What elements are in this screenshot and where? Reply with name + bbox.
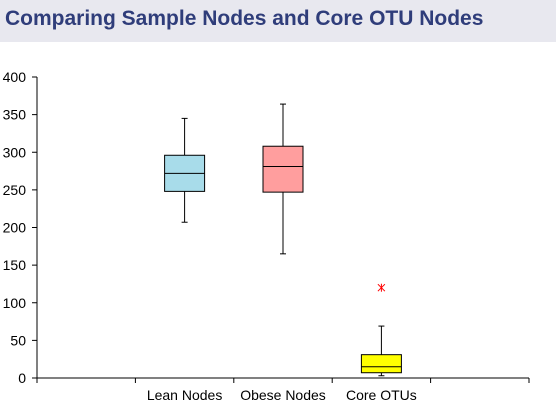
iqr-box bbox=[262, 145, 304, 193]
chart-title: Comparing Sample Nodes and Core OTU Node… bbox=[5, 7, 484, 30]
box-obese-nodes bbox=[262, 103, 304, 255]
y-tick-label: 350 bbox=[3, 107, 27, 123]
y-tick-label: 0 bbox=[18, 370, 26, 386]
title-bar bbox=[0, 0, 556, 42]
chart-marks bbox=[164, 103, 402, 377]
box-lean-nodes bbox=[164, 117, 206, 223]
outlier-point bbox=[377, 283, 386, 292]
y-tick-label: 250 bbox=[3, 182, 27, 198]
y-tick-label: 200 bbox=[3, 220, 27, 236]
y-tick-label: 100 bbox=[3, 295, 27, 311]
x-category-label: Lean Nodes bbox=[147, 387, 223, 403]
chart-axes: 0 50 100 150 200 250 300 350 400 Lean Nodes Obese … bbox=[3, 69, 530, 403]
y-tick-label: 400 bbox=[3, 69, 27, 85]
y-tick-label: 50 bbox=[10, 332, 26, 348]
x-category-label: Obese Nodes bbox=[240, 387, 326, 403]
y-tick-label: 150 bbox=[3, 257, 27, 273]
box-core-otus bbox=[360, 283, 402, 377]
y-tick-label: 300 bbox=[3, 144, 27, 160]
iqr-box bbox=[360, 354, 402, 374]
x-category-label: Core OTUs bbox=[346, 387, 417, 403]
